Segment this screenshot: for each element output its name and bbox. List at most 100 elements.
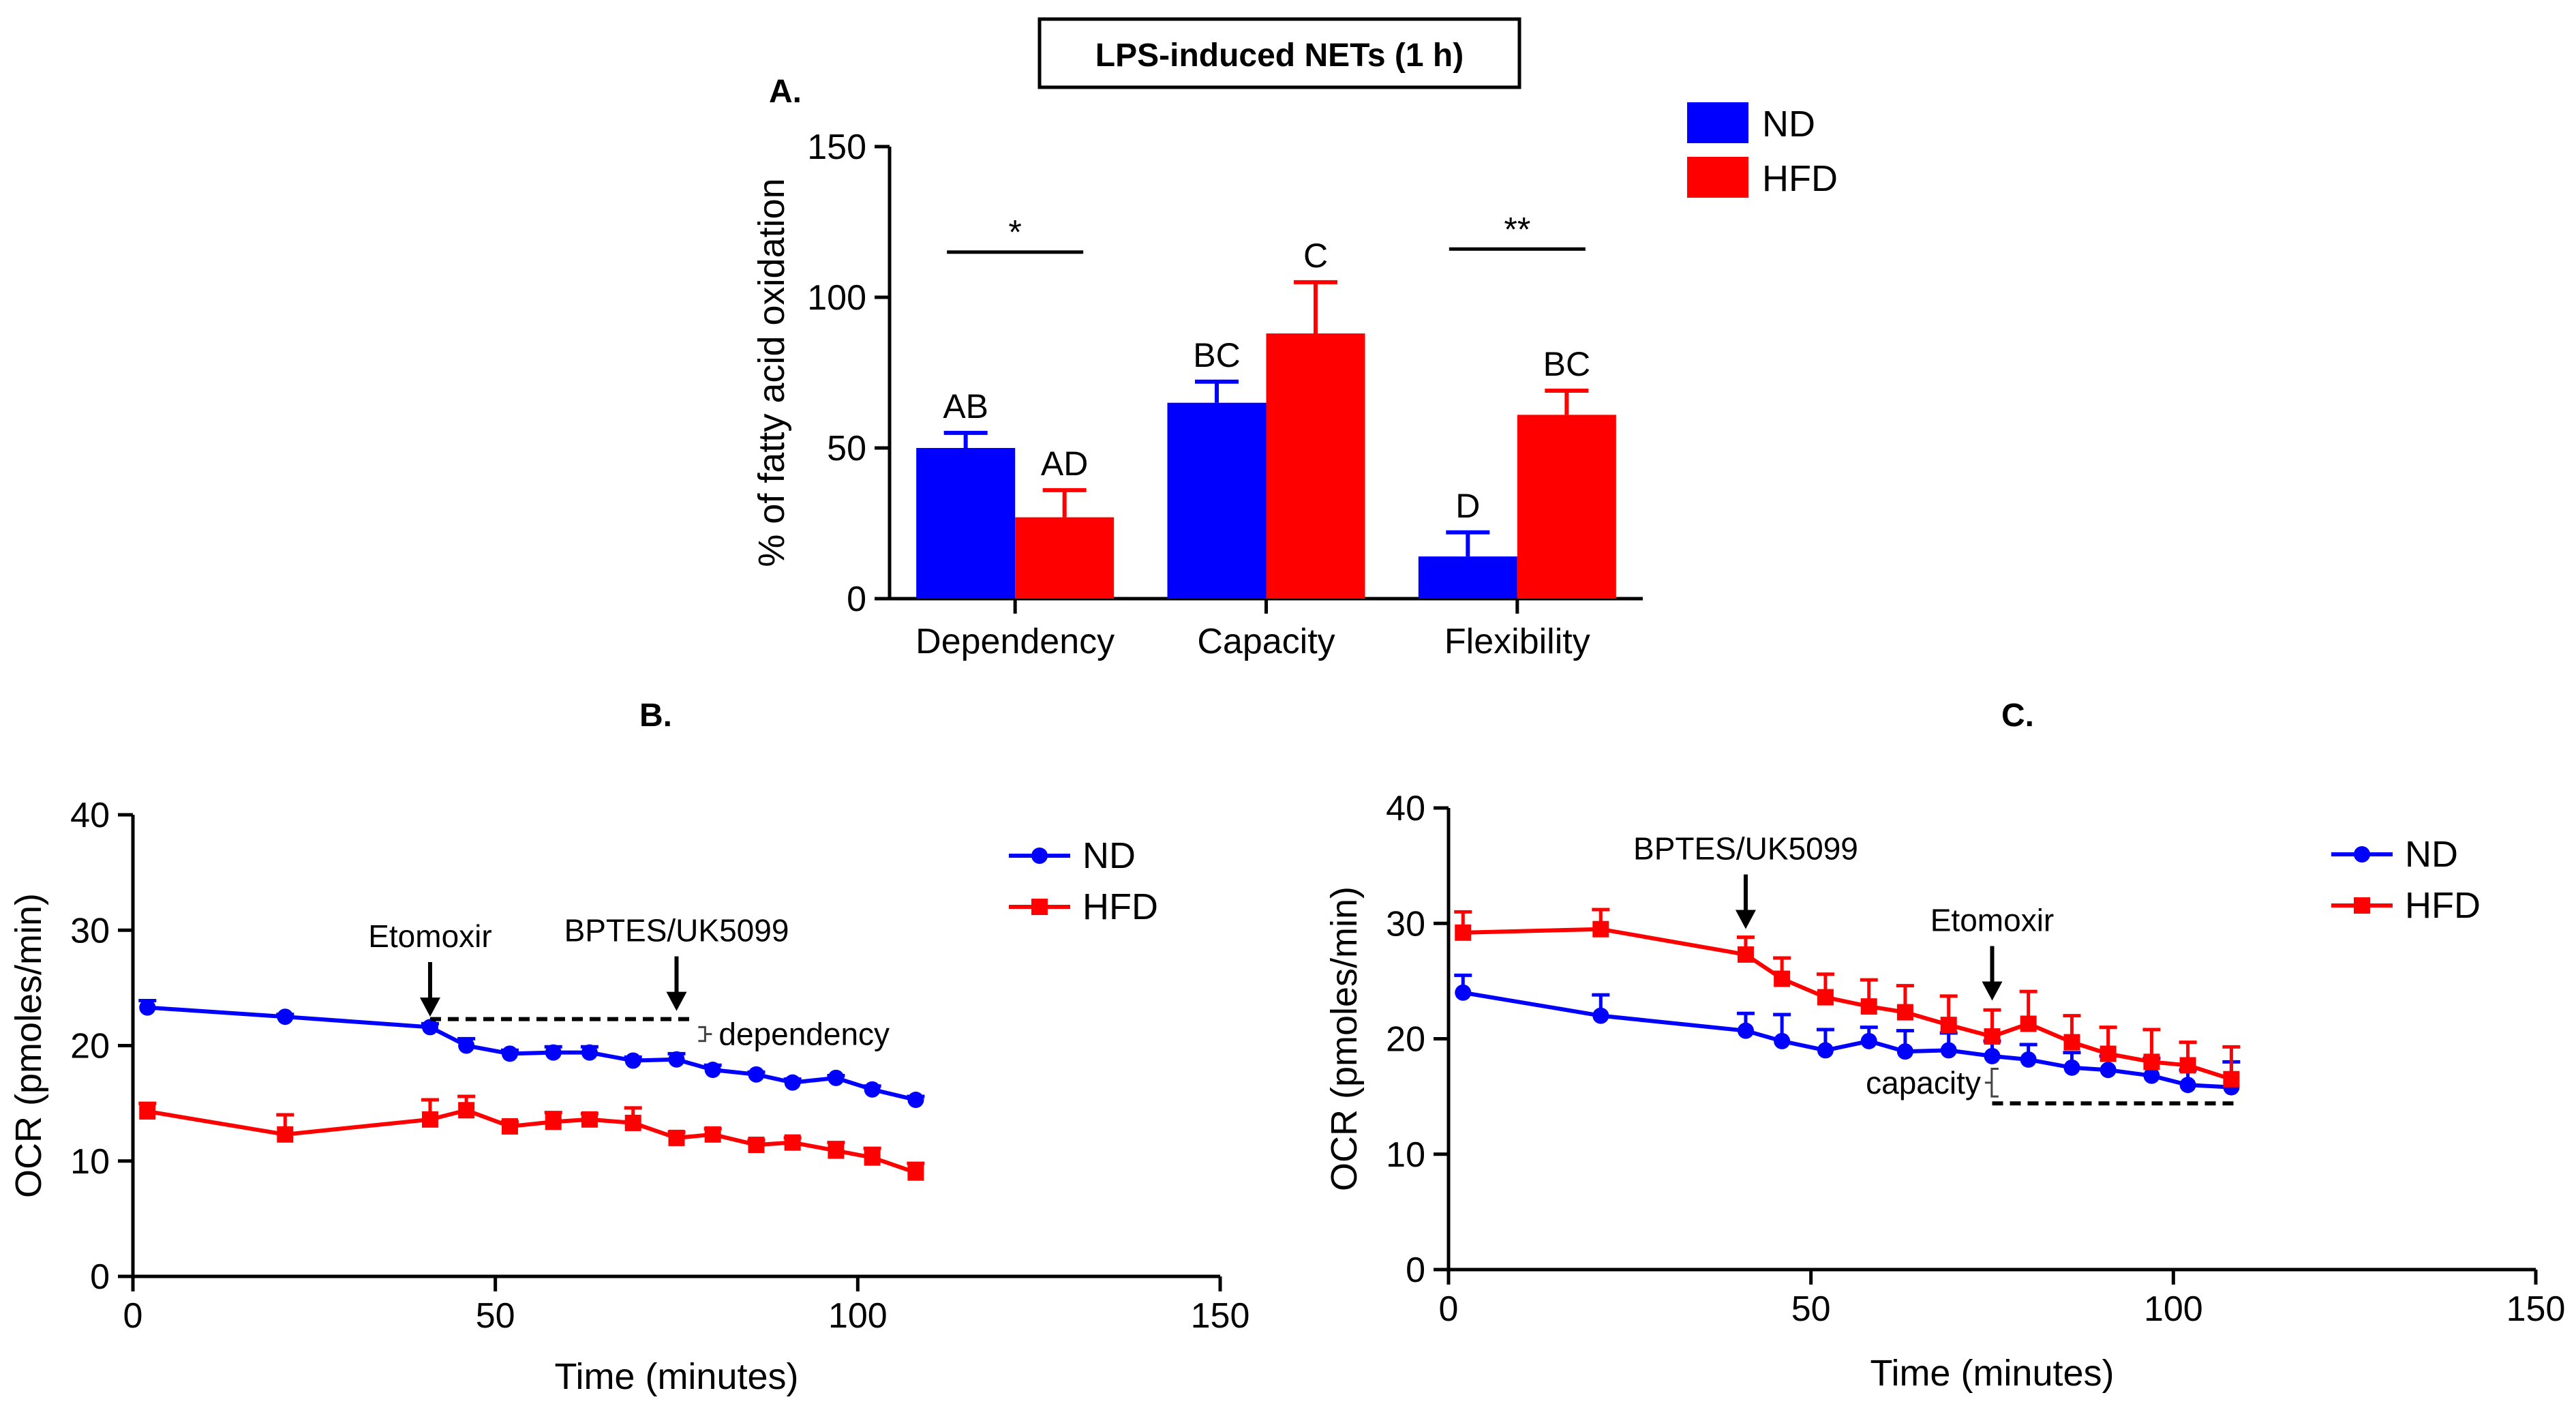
x-tick-label: 50: [476, 1296, 515, 1336]
data-point-nd: [545, 1044, 562, 1061]
annotation-arrow-head: [666, 991, 687, 1011]
y-tick-label: 100: [807, 278, 866, 318]
bar-nd: [1418, 556, 1517, 599]
x-category-label: Capacity: [1197, 622, 1335, 661]
data-point-nd: [624, 1052, 641, 1069]
annotation-bracket: [698, 1025, 712, 1043]
bar-hfd: [1015, 517, 1115, 599]
bar-nd: [1167, 402, 1267, 599]
data-point-nd: [784, 1074, 801, 1091]
x-tick-label: 0: [123, 1296, 143, 1336]
x-tick-label: 50: [1791, 1289, 1831, 1329]
legend-label: ND: [1082, 835, 1136, 876]
data-point-nd: [2143, 1067, 2160, 1084]
data-point-hfd: [458, 1102, 475, 1119]
y-axis-title: % of fatty acid oxidation: [751, 178, 792, 567]
data-point-hfd: [2020, 1015, 2037, 1032]
data-point-hfd: [784, 1134, 801, 1151]
y-tick-label: 0: [847, 580, 866, 619]
panel-label: B.: [639, 698, 672, 734]
y-tick-label: 30: [70, 911, 110, 950]
data-point-hfd: [1896, 1004, 1913, 1021]
bar-letter-label: AD: [1041, 445, 1088, 483]
panel-c-line-chart: C. 0 10 20 30 40 0 50 100 150 OCR (pmoles/min) Time…: [1324, 698, 2565, 1394]
figure-title-frame: [1037, 17, 1521, 89]
data-point-hfd: [1455, 924, 1472, 941]
data-point-nd: [501, 1045, 518, 1062]
y-tick-label: 30: [1386, 904, 1425, 944]
panel-label: C.: [2001, 698, 2034, 734]
bar-hfd: [1517, 415, 1616, 599]
data-point-hfd: [704, 1126, 721, 1143]
annotation-label: capacity: [1866, 1065, 1981, 1100]
data-point-nd: [277, 1008, 294, 1025]
y-tick-label: 20: [70, 1027, 110, 1066]
annotation-arrow-head: [419, 998, 440, 1017]
x-axis-title: Time (minutes): [554, 1356, 798, 1397]
data-point-nd: [581, 1044, 598, 1061]
legend-marker-hfd: [1031, 899, 1048, 915]
data-point-hfd: [2179, 1057, 2196, 1074]
x-category-label: Dependency: [915, 622, 1115, 661]
legend-swatch-hfd: [1687, 157, 1748, 198]
data-point-nd: [668, 1051, 685, 1068]
data-point-hfd: [2223, 1070, 2240, 1088]
data-point-nd: [1737, 1022, 1754, 1039]
data-point-hfd: [2100, 1045, 2117, 1062]
x-tick-label: 100: [2144, 1289, 2203, 1329]
legend-marker-hfd: [2354, 897, 2370, 914]
x-category-label: Flexibility: [1444, 622, 1590, 661]
data-point-nd: [1455, 984, 1472, 1001]
data-point-nd: [421, 1019, 438, 1036]
x-tick-label: 150: [1191, 1296, 1250, 1336]
y-tick-label: 40: [70, 796, 110, 835]
annotation-label: Etomoxir: [1930, 902, 2054, 938]
y-tick-label: 50: [827, 429, 866, 468]
data-point-nd: [2063, 1059, 2080, 1076]
y-tick-label: 20: [1386, 1020, 1425, 1060]
data-point-nd: [828, 1069, 845, 1086]
data-point-nd: [1774, 1032, 1791, 1049]
data-point-nd: [1817, 1042, 1834, 1059]
x-tick-label: 0: [1439, 1289, 1459, 1329]
data-point-nd: [1860, 1032, 1877, 1049]
data-point-hfd: [277, 1126, 294, 1143]
significance-marker: **: [1504, 210, 1530, 248]
panel-b-line-chart: B. 0 10 20 30 40 0 50 100 150 OCR (pmoles/min) Time…: [8, 698, 1249, 1397]
bar-hfd: [1266, 333, 1365, 599]
data-point-hfd: [421, 1111, 438, 1128]
data-point-hfd: [1774, 970, 1791, 987]
y-tick-label: 0: [1406, 1250, 1425, 1290]
legend-label: ND: [1762, 104, 1815, 145]
annotation-arrow-head: [1982, 981, 2003, 1001]
significance-marker: *: [1008, 213, 1021, 252]
legend-label: ND: [2405, 834, 2458, 875]
data-point-hfd: [828, 1142, 845, 1159]
data-point-nd: [139, 999, 156, 1016]
data-point-nd: [1592, 1007, 1609, 1024]
y-axis-title: OCR (pmoles/min): [8, 893, 49, 1198]
x-tick-label: 150: [2506, 1289, 2566, 1329]
annotation-bracket: [1984, 1068, 1999, 1098]
legend-label: HFD: [1762, 158, 1838, 199]
data-point-hfd: [864, 1149, 881, 1166]
y-tick-label: 0: [90, 1257, 110, 1297]
data-point-nd: [2179, 1077, 2196, 1094]
data-point-nd: [748, 1066, 765, 1083]
bar-letter-label: BC: [1193, 336, 1240, 374]
annotation-arrow-head: [1735, 910, 1756, 929]
series-line-nd: [1462, 990, 2232, 1090]
bar-letter-label: BC: [1543, 345, 1590, 383]
data-point-hfd: [1592, 920, 1609, 938]
data-point-hfd: [139, 1103, 156, 1120]
data-point-hfd: [1984, 1028, 2001, 1045]
y-tick-label: 150: [807, 128, 866, 167]
data-point-hfd: [2063, 1034, 2080, 1051]
legend-label: HFD: [2405, 885, 2481, 926]
panel-a-label: A.: [769, 74, 802, 110]
x-axis-title: Time (minutes): [1870, 1353, 2114, 1394]
legend-marker-nd: [1031, 848, 1048, 864]
data-point-nd: [2020, 1051, 2037, 1068]
data-point-hfd: [581, 1111, 598, 1128]
